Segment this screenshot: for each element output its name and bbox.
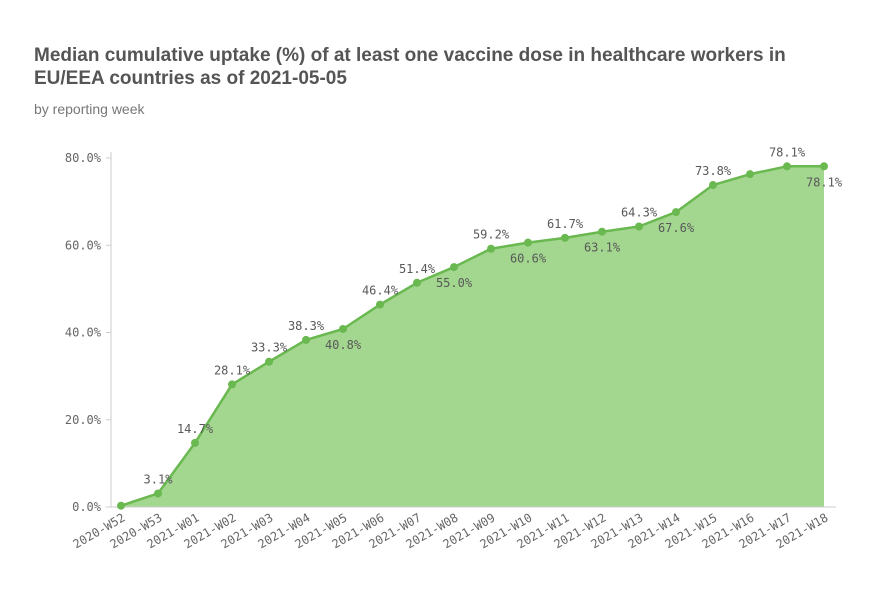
y-tick-label: 40.0% xyxy=(65,326,102,340)
data-label: 78.1% xyxy=(769,145,806,159)
y-tick-label: 0.0% xyxy=(72,500,102,514)
area-fill xyxy=(121,166,824,507)
x-axis: 2020-W522020-W532021-W012021-W022021-W03… xyxy=(70,506,836,551)
data-point xyxy=(635,222,643,231)
data-label: 38.3% xyxy=(288,319,325,333)
plot-area xyxy=(120,165,824,507)
y-tick-label: 60.0% xyxy=(65,238,102,252)
data-label: 33.3% xyxy=(251,341,288,355)
data-label: 51.4% xyxy=(399,262,436,276)
data-point xyxy=(746,170,754,179)
data-point xyxy=(450,263,458,272)
data-point xyxy=(154,489,162,498)
data-point xyxy=(820,162,828,171)
data-point xyxy=(302,335,310,344)
data-point xyxy=(783,162,791,171)
data-point xyxy=(376,300,384,309)
data-point xyxy=(561,233,569,242)
data-point xyxy=(413,278,421,287)
data-label: 60.6% xyxy=(510,252,547,266)
data-label: 46.4% xyxy=(362,284,399,298)
y-tick-label: 20.0% xyxy=(65,413,102,427)
data-point xyxy=(265,357,273,366)
data-label: 14.7% xyxy=(177,422,214,436)
data-label: 63.1% xyxy=(584,241,621,255)
series-line xyxy=(120,165,824,507)
data-label: 78.1% xyxy=(806,175,843,189)
data-label: 64.3% xyxy=(621,205,658,219)
data-label: 3.1% xyxy=(144,472,174,486)
chart-title: Median cumulative uptake (%) of at least… xyxy=(34,45,786,89)
data-markers xyxy=(117,162,828,510)
y-axis: 0.0% 20.0% 40.0% 60.0% 80.0% xyxy=(65,151,112,514)
data-point xyxy=(228,380,236,389)
data-point xyxy=(598,227,606,236)
data-point xyxy=(117,501,125,510)
data-labels: 3.1%14.7%28.1%33.3%38.3%40.8%46.4%51.4%5… xyxy=(144,145,843,486)
y-tick-label: 80.0% xyxy=(65,151,102,165)
data-point xyxy=(672,208,680,217)
data-point xyxy=(339,325,347,334)
data-label: 55.0% xyxy=(436,276,473,290)
data-point xyxy=(524,238,532,247)
data-label: 73.8% xyxy=(695,164,732,178)
chart-subtitle: by reporting week xyxy=(34,101,145,117)
data-label: 28.1% xyxy=(214,363,251,377)
data-label: 61.7% xyxy=(547,217,584,231)
data-point xyxy=(487,244,495,253)
data-label: 40.8% xyxy=(325,338,362,352)
data-point xyxy=(191,438,199,447)
data-label: 67.6% xyxy=(658,221,695,235)
data-point xyxy=(709,181,717,190)
data-label: 59.2% xyxy=(473,228,510,242)
